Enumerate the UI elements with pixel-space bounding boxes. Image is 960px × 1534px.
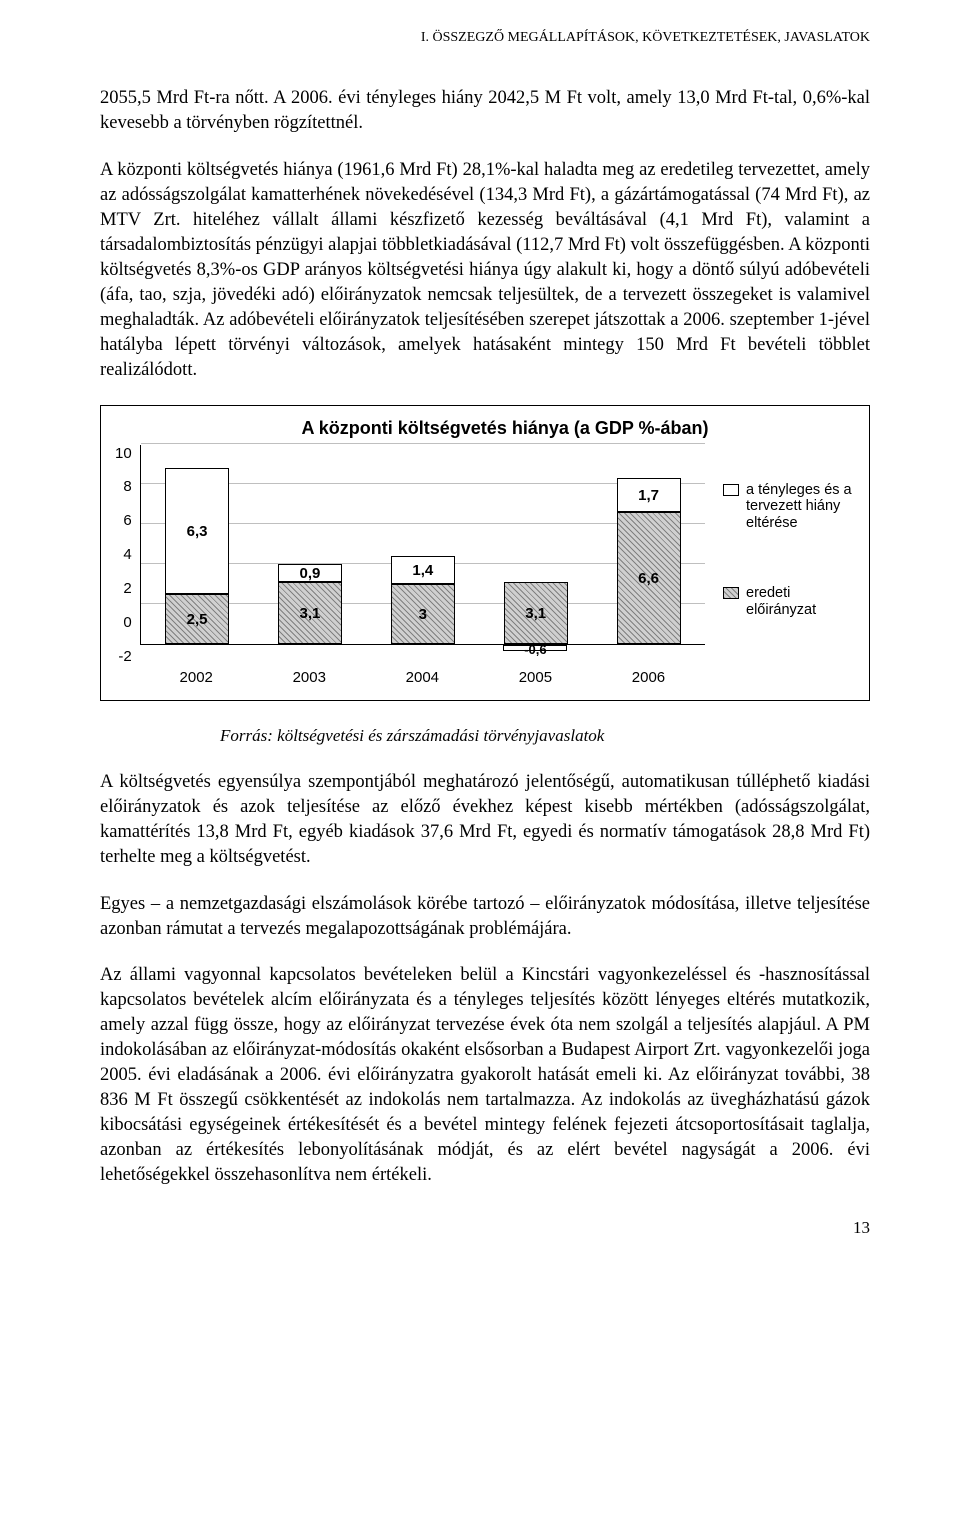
- bar-group: 31,4: [391, 445, 455, 644]
- paragraph-2: A központi költségvetés hiánya (1961,6 M…: [100, 158, 870, 383]
- y-tick-label: 4: [123, 546, 131, 563]
- x-tick-label: 2003: [277, 669, 341, 686]
- x-tick-label: 2006: [616, 669, 680, 686]
- chart-plot-area: 2,56,33,10,931,43,16,61,7: [140, 445, 705, 645]
- chart-container: A központi költségvetés hiánya (a GDP %-…: [100, 405, 870, 701]
- bar-delta-value: 0,9: [278, 565, 342, 582]
- paragraph-1: 2055,5 Mrd Ft-ra nőtt. A 2006. évi tényl…: [100, 86, 870, 136]
- bar-delta-negative-value: -0,6: [503, 642, 567, 657]
- legend-item-base: eredeti előirányzat: [723, 585, 855, 618]
- bar-base-value: 6,6: [617, 570, 681, 587]
- paragraph-4: Egyes – a nemzetgazdasági elszámolások k…: [100, 892, 870, 942]
- page-header: I. ÖSSZEGZŐ MEGÁLLAPÍTÁSOK, KÖVETKEZTETÉ…: [100, 30, 870, 46]
- bar-delta-value: 6,3: [165, 523, 229, 540]
- bar-delta-value: 1,4: [391, 562, 455, 579]
- x-tick-label: 2002: [164, 669, 228, 686]
- legend-label-delta: a tényleges és a tervezett hiány eltérés…: [746, 482, 855, 532]
- bar-base-value: 3,1: [278, 605, 342, 622]
- chart-legend: a tényleges és a tervezett hiány eltérés…: [705, 445, 855, 686]
- bar-group: 6,6 1,7: [617, 445, 681, 644]
- x-tick-label: 2005: [503, 669, 567, 686]
- y-tick-label: 10: [115, 445, 132, 462]
- page-number: 13: [100, 1218, 870, 1238]
- chart-negative-area: -0,6: [140, 645, 705, 665]
- bar-delta-value: 1,7: [617, 487, 681, 504]
- bar-group: 3,1: [504, 445, 568, 644]
- chart-y-axis: 10 8 6 4 2 0 -2: [115, 445, 140, 665]
- legend-label-base: eredeti előirányzat: [746, 585, 855, 618]
- paragraph-3: A költségvetés egyensúlya szempontjából …: [100, 770, 870, 870]
- bar-group: 3,1 0,9: [278, 445, 342, 644]
- x-tick-label: 2004: [390, 669, 454, 686]
- chart-title: A központi költségvetés hiánya (a GDP %-…: [115, 418, 855, 439]
- paragraph-5: Az állami vagyonnal kapcsolatos bevétele…: [100, 963, 870, 1188]
- y-tick-label: 6: [123, 512, 131, 529]
- bar-base-value: 3: [391, 606, 455, 623]
- legend-item-delta: a tényleges és a tervezett hiány eltérés…: [723, 482, 855, 532]
- legend-swatch-delta: [723, 484, 739, 496]
- y-tick-label: 0: [123, 614, 131, 631]
- bar-base-value: 2,5: [165, 611, 229, 628]
- bar-base-value: 3,1: [504, 605, 568, 622]
- y-tick-label: -2: [118, 648, 131, 665]
- y-tick-label: 8: [123, 478, 131, 495]
- chart-x-axis: 2002 2003 2004 2005 2006: [140, 669, 705, 686]
- legend-swatch-base: [723, 587, 739, 599]
- chart-caption: Forrás: költségvetési és zárszámadási tö…: [220, 726, 870, 746]
- bar-group: 2,5 6,3: [165, 445, 229, 644]
- y-tick-label: 2: [123, 580, 131, 597]
